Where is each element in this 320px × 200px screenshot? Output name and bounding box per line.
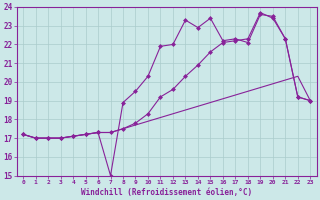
X-axis label: Windchill (Refroidissement éolien,°C): Windchill (Refroidissement éolien,°C) — [81, 188, 252, 197]
